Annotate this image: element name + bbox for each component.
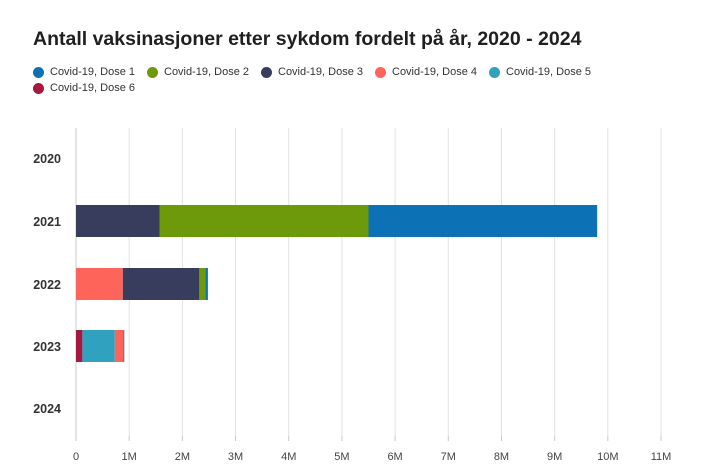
- bar-segment[interactable]: [76, 330, 83, 362]
- x-tick-label: 8M: [494, 451, 509, 463]
- y-category-label: 2023: [33, 340, 61, 354]
- x-tick-label: 10M: [597, 451, 618, 463]
- legend-item[interactable]: Covid-19, Dose 6: [33, 82, 135, 94]
- x-tick-label: 3M: [228, 451, 243, 463]
- legend-item[interactable]: Covid-19, Dose 3: [261, 66, 363, 78]
- x-tick-label: 6M: [387, 451, 402, 463]
- y-category-label: 2020: [33, 152, 61, 166]
- x-tick-label: 11M: [651, 451, 672, 463]
- x-tick-label: 4M: [281, 451, 296, 463]
- x-tick-label: 5M: [334, 451, 349, 463]
- bar-segment[interactable]: [76, 268, 123, 300]
- bar-segment[interactable]: [368, 205, 598, 237]
- legend-swatch: [375, 66, 386, 78]
- bar-segment[interactable]: [159, 205, 369, 237]
- legend-label: Covid-19, Dose 1: [50, 66, 135, 78]
- legend-swatch: [147, 66, 158, 78]
- legend-label: Covid-19, Dose 3: [278, 66, 363, 78]
- bar-segment[interactable]: [82, 330, 115, 362]
- y-category-label: 2022: [33, 278, 61, 292]
- legend-swatch: [489, 66, 500, 78]
- legend-label: Covid-19, Dose 4: [392, 66, 477, 78]
- legend-swatch: [33, 66, 44, 78]
- legend-label: Covid-19, Dose 2: [164, 66, 249, 78]
- bar-segment[interactable]: [199, 268, 206, 300]
- x-tick-label: 2M: [175, 451, 190, 463]
- bar-segment[interactable]: [123, 330, 124, 362]
- legend-item[interactable]: Covid-19, Dose 5: [489, 66, 591, 78]
- x-tick-label: 9M: [547, 451, 562, 463]
- x-tick-label: 7M: [441, 451, 456, 463]
- legend-swatch: [261, 66, 272, 78]
- bar-segment[interactable]: [76, 205, 160, 237]
- x-tick-label: 0: [73, 451, 79, 463]
- bar-segment[interactable]: [114, 330, 124, 362]
- legend-item[interactable]: Covid-19, Dose 1: [33, 66, 135, 78]
- bar-segment[interactable]: [122, 268, 200, 300]
- y-category-label: 2024: [33, 402, 61, 416]
- bar-segment[interactable]: [205, 268, 208, 300]
- y-category-label: 2021: [33, 215, 61, 229]
- legend-swatch: [33, 82, 44, 94]
- bar-segment[interactable]: [123, 330, 125, 362]
- legend-label: Covid-19, Dose 6: [50, 82, 135, 94]
- legend-label: Covid-19, Dose 5: [506, 66, 591, 78]
- legend-item[interactable]: Covid-19, Dose 4: [375, 66, 477, 78]
- legend-item[interactable]: Covid-19, Dose 2: [147, 66, 249, 78]
- x-tick-label: 1M: [122, 451, 137, 463]
- chart-title: Antall vaksinasjoner etter sykdom fordel…: [33, 28, 582, 50]
